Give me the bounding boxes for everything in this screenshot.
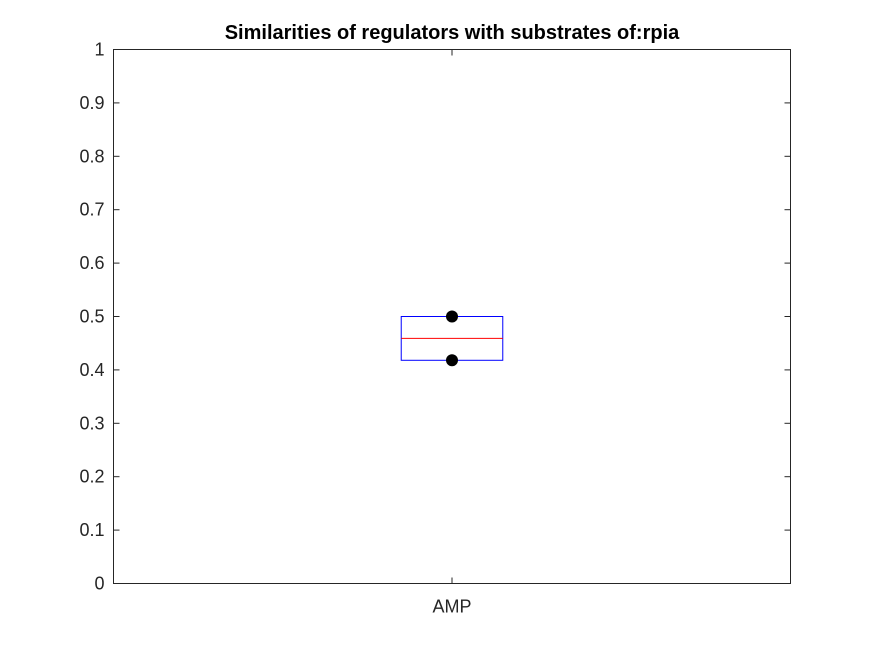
y-axis: 0 0.1 0.2 0.3 0.4 0.5 0.6 0.7 0.8 0.9 1 xyxy=(79,40,791,594)
x-tick-label: AMP xyxy=(432,597,471,617)
y-tick-label: 0.9 xyxy=(79,93,104,113)
y-tick-label: 0.3 xyxy=(79,413,104,433)
data-point xyxy=(446,354,458,367)
y-tick-label: 0.6 xyxy=(79,253,104,273)
y-tick-label: 1 xyxy=(94,40,104,60)
data-point xyxy=(446,310,458,323)
y-tick-label: 0.7 xyxy=(79,200,104,220)
y-tick-label: 0.8 xyxy=(79,146,104,166)
y-tick-label: 0.1 xyxy=(79,520,104,540)
box-series xyxy=(400,310,504,367)
y-tick-label: 0 xyxy=(94,574,104,594)
x-axis: AMP xyxy=(432,49,472,617)
chart-title: Similarities of regulators with substrat… xyxy=(225,22,680,44)
y-tick-label: 0.5 xyxy=(79,307,104,327)
y-tick-label: 0.4 xyxy=(79,360,104,380)
y-tick-label: 0.2 xyxy=(79,467,104,487)
